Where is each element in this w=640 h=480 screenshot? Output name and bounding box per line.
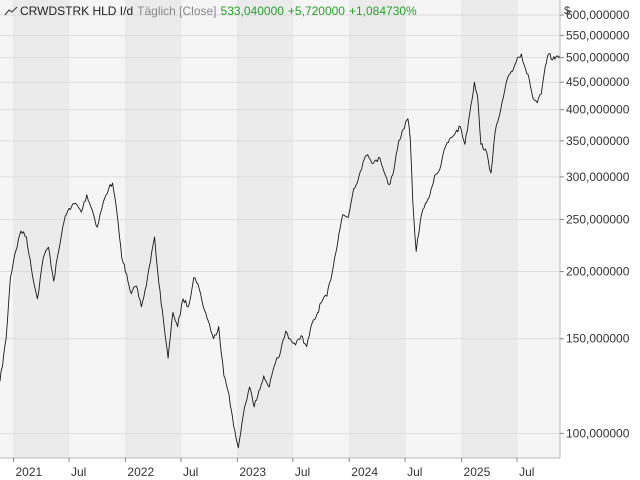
y-tick-label: 200,000000	[566, 265, 630, 279]
x-tick-label: Jul	[183, 465, 198, 479]
period-band	[13, 0, 70, 458]
x-tick-label: 2024	[351, 465, 378, 479]
last-price: 533,040000	[220, 4, 284, 18]
y-axis-ticks: 100,000000 150,000000 200,000000 250,000000…	[560, 8, 630, 440]
y-tick-label: 550,000000	[566, 28, 630, 42]
y-tick-label: 500,000000	[566, 51, 630, 65]
x-tick-label: Jul	[71, 465, 86, 479]
y-tick-label: 300,000000	[566, 170, 630, 184]
change-absolute: +5,720000	[287, 4, 345, 18]
period-label: Täglich [Close]	[137, 4, 217, 18]
x-tick-label: Jul	[295, 465, 310, 479]
period-band	[349, 0, 406, 458]
y-gridlines	[0, 14, 560, 434]
period-band	[125, 0, 181, 458]
instrument-name: CRWDSTRK HLD I/d	[20, 4, 134, 18]
y-tick-label: 150,000000	[566, 332, 630, 346]
y-tick-label: 400,000000	[566, 103, 630, 117]
period-bands	[13, 0, 518, 458]
y-tick-label: 600,000000	[566, 8, 630, 22]
x-tick-label: Jul	[519, 465, 534, 479]
line-chart-icon	[4, 6, 18, 16]
x-tick-label: Jul	[407, 465, 422, 479]
x-axis-ticks: 2021 Jul 2022 Jul 2023 Jul 2024 Jul 2025 Jul	[12, 458, 534, 479]
chart-header: CRWDSTRK HLD I/d Täglich [Close] 533,04000…	[4, 4, 421, 18]
x-gridlines	[13, 0, 518, 458]
period-band	[461, 0, 518, 458]
y-tick-label: 450,000000	[566, 75, 630, 89]
price-series-line	[0, 53, 561, 449]
change-percent: +1,084730%	[348, 4, 417, 18]
x-tick-label: 2022	[127, 465, 154, 479]
y-tick-label: 250,000000	[566, 212, 630, 226]
y-tick-label: 100,000000	[566, 426, 630, 440]
x-tick-label: 2023	[239, 465, 266, 479]
currency-label: $	[564, 5, 571, 17]
period-band	[237, 0, 293, 458]
x-tick-label: 2025	[464, 465, 491, 479]
y-tick-label: 350,000000	[566, 134, 630, 148]
x-tick-label: 2021	[15, 465, 42, 479]
